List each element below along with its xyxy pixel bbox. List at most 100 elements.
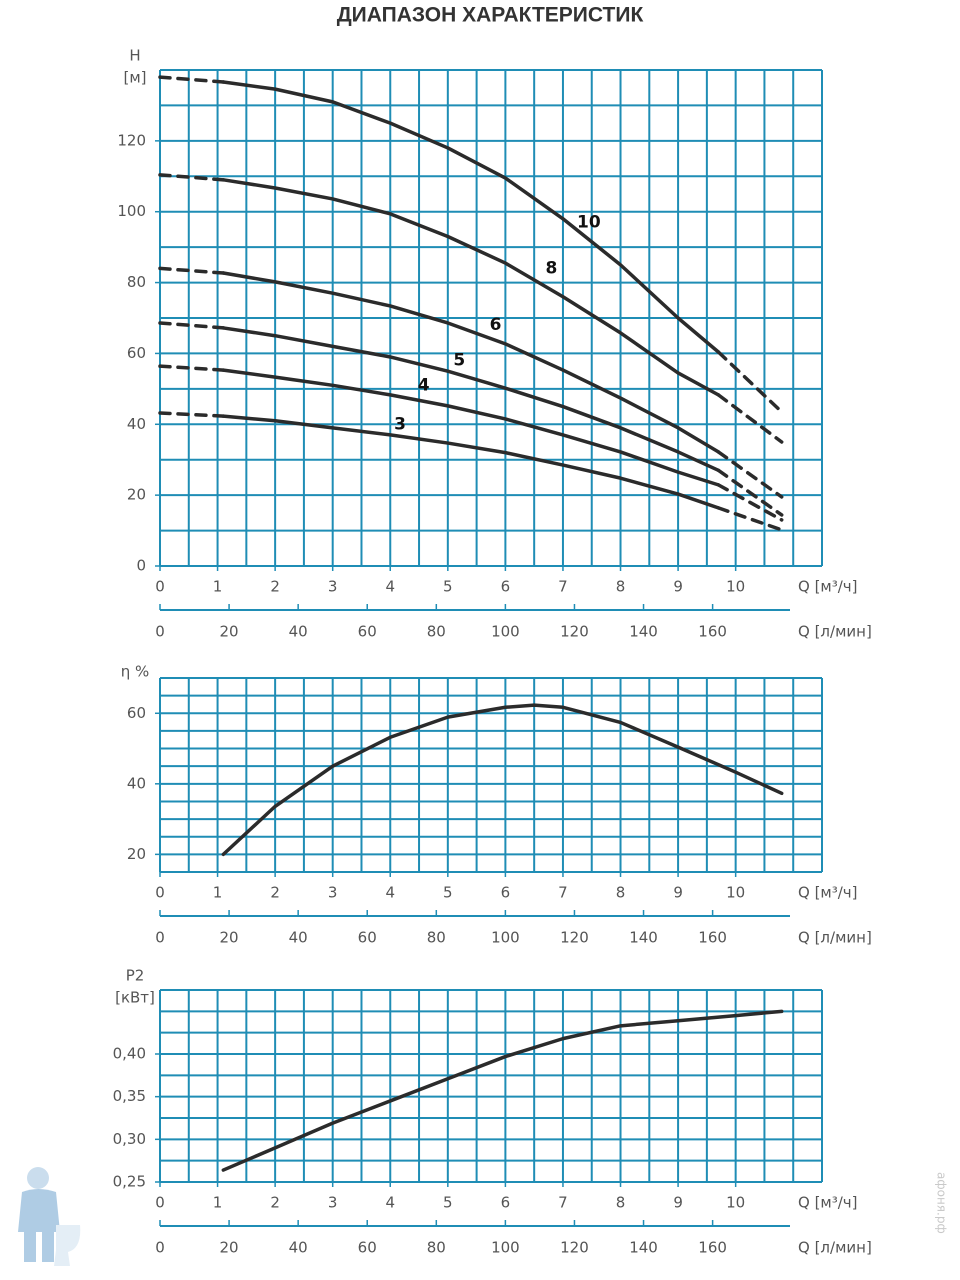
x2-tick-label: 120	[560, 1239, 589, 1257]
page-title: ДИАПАЗОН ХАРАКТЕРИСТИК	[337, 4, 644, 27]
curve	[221, 414, 721, 510]
x2-axis-title: Q [л/мин]	[798, 929, 872, 947]
x-tick-label: 3	[328, 884, 338, 902]
x-tick-label: 2	[270, 578, 280, 596]
chart-panel: 20 40 60 0 1 2 3 4 5 6 7 8 9 10 Q [м³/ч] 0 20 40 60 80 100 12…	[121, 663, 872, 947]
curve-label: 5	[453, 351, 465, 371]
curve-dashed	[158, 266, 226, 275]
x2-tick-label: 40	[289, 623, 308, 641]
y-axis-unit: [кВт]	[115, 989, 155, 1007]
x-tick-label: 7	[558, 884, 568, 902]
x2-tick-label: 60	[358, 1239, 377, 1257]
x-tick-label: 6	[501, 578, 511, 596]
curve-dashed	[716, 506, 784, 532]
curve	[221, 368, 721, 487]
x2-tick-label: 120	[560, 623, 589, 641]
x-tick-label: 10	[726, 578, 745, 596]
x-tick-label: 10	[726, 1194, 745, 1212]
curve-dashed	[716, 393, 784, 444]
y-tick-label: 120	[117, 131, 146, 149]
y-tick-label: 40	[127, 415, 146, 433]
x2-tick-label: 140	[629, 623, 658, 641]
x-tick-label: 1	[213, 1194, 223, 1212]
curve	[221, 80, 721, 354]
x2-tick-label: 100	[491, 623, 520, 641]
x-tick-label: 2	[270, 1194, 280, 1212]
x2-tick-label: 20	[220, 1239, 239, 1257]
curve-dashed	[158, 364, 226, 372]
x-tick-label: 5	[443, 884, 453, 902]
curve	[221, 271, 721, 454]
x2-tick-label: 160	[698, 929, 727, 947]
x-tick-label: 6	[501, 1194, 511, 1212]
y-axis-title: P2	[126, 967, 145, 985]
y-tick-label: 100	[117, 202, 146, 220]
curve-label: 4	[418, 375, 430, 395]
x2-axis-title: Q [л/мин]	[798, 623, 872, 641]
x2-tick-label: 0	[155, 623, 165, 641]
x-tick-label: 4	[385, 1194, 395, 1212]
x2-tick-label: 100	[491, 929, 520, 947]
y-tick-label: 0,40	[113, 1045, 146, 1063]
x-tick-label: 2	[270, 884, 280, 902]
x-tick-label: 0	[155, 1194, 165, 1212]
chart-panel: 0,25 0,30 0,35 0,40 0 1 2 3 4 5 6 7 8 9 10 Q [м³/ч] 0 20 4…	[113, 967, 872, 1257]
curve-dashed	[716, 483, 784, 522]
y-tick-label: 20	[127, 486, 146, 504]
watermark: афоня.рф	[935, 1172, 949, 1234]
x2-tick-label: 80	[427, 1239, 446, 1257]
curve	[221, 326, 721, 473]
x2-tick-label: 80	[427, 929, 446, 947]
x-tick-label: 1	[213, 578, 223, 596]
x-tick-label: 8	[616, 1194, 626, 1212]
x-tick-label: 1	[213, 884, 223, 902]
curve	[221, 703, 784, 857]
y-tick-label: 0,30	[113, 1130, 146, 1148]
y-tick-label: 60	[127, 344, 146, 362]
x2-tick-label: 20	[220, 623, 239, 641]
y-tick-label: 60	[127, 704, 146, 722]
x2-axis-title: Q [л/мин]	[798, 1239, 872, 1257]
x-tick-label: 5	[443, 1194, 453, 1212]
curve-dashed	[158, 75, 226, 84]
x2-tick-label: 40	[289, 1239, 308, 1257]
x-tick-label: 7	[558, 578, 568, 596]
x2-tick-label: 80	[427, 623, 446, 641]
y-tick-label: 0	[136, 557, 146, 575]
y-axis-title: H	[129, 47, 140, 65]
y-axis-unit: [м]	[123, 69, 146, 87]
curve-dashed	[158, 173, 226, 182]
curve-dashed	[716, 450, 784, 499]
x-axis-title: Q [м³/ч]	[798, 578, 858, 596]
x-tick-label: 9	[673, 884, 683, 902]
x2-tick-label: 160	[698, 623, 727, 641]
y-tick-label: 80	[127, 273, 146, 291]
curve	[221, 1009, 784, 1172]
x-tick-label: 7	[558, 1194, 568, 1212]
x-tick-label: 4	[385, 578, 395, 596]
x2-tick-label: 0	[155, 929, 165, 947]
x-tick-label: 9	[673, 1194, 683, 1212]
x2-tick-label: 100	[491, 1239, 520, 1257]
x2-tick-label: 140	[629, 929, 658, 947]
curve-label: 6	[490, 315, 502, 335]
x-axis-title: Q [м³/ч]	[798, 1194, 858, 1212]
x-tick-label: 10	[726, 884, 745, 902]
x2-tick-label: 160	[698, 1239, 727, 1257]
x2-tick-label: 60	[358, 623, 377, 641]
x-tick-label: 5	[443, 578, 453, 596]
x-tick-label: 8	[616, 884, 626, 902]
mascot-icon	[18, 1167, 81, 1266]
curve-dashed	[716, 468, 784, 517]
x-tick-label: 3	[328, 578, 338, 596]
y-tick-label: 20	[127, 845, 146, 863]
x-tick-label: 9	[673, 578, 683, 596]
x-axis-title: Q [м³/ч]	[798, 884, 858, 902]
x-tick-label: 0	[155, 578, 165, 596]
x-tick-label: 0	[155, 884, 165, 902]
x2-tick-label: 60	[358, 929, 377, 947]
curve	[221, 178, 721, 397]
